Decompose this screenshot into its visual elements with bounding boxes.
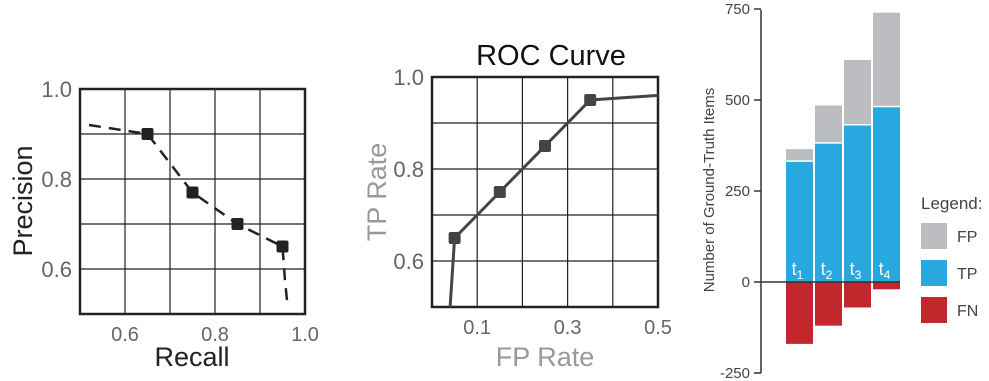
pr-point-marker	[141, 128, 154, 140]
bar-y-axis-label: Number of Ground-Truth Items	[701, 88, 718, 293]
pr-y-tick-label: 1.0	[41, 77, 72, 102]
bar-category-labels: t1 t2 t3 t4	[792, 259, 891, 282]
bar-fn-segment	[786, 282, 813, 344]
pr-curve-line	[88, 123, 289, 301]
bar-category-label: t3	[850, 259, 862, 282]
bar-fp-segment	[873, 12, 900, 106]
pr-x-tick-label: 0.6	[111, 324, 139, 346]
bar-category-label: t2	[821, 259, 833, 282]
bar-y-tick-label: 250	[725, 183, 750, 200]
bar-y-tick-label: 500	[725, 92, 750, 109]
legend-swatch-fn	[921, 297, 947, 323]
bar-fp-segment	[815, 105, 842, 143]
roc-chart-title: ROC Curve	[476, 40, 626, 72]
roc-x-tick-label: 0.5	[644, 317, 672, 339]
roc-x-axis-label: FP Rate	[496, 342, 595, 372]
roc-markers	[448, 94, 597, 244]
pr-markers	[141, 128, 289, 253]
roc-y-tick-label: 1.0	[393, 65, 424, 90]
pr-y-axis-label: Precision	[8, 145, 38, 256]
roc-point-marker	[584, 94, 597, 106]
legend-title: Legend:	[921, 194, 982, 213]
pr-x-tick-label: 0.8	[201, 324, 229, 346]
bar-fp-segment	[844, 59, 871, 124]
bar-y-ticks: -250 0 250 500 750	[720, 1, 761, 381]
roc-curve-line	[448, 93, 659, 308]
legend-label-tp: TP	[957, 266, 977, 283]
roc-point-marker	[493, 186, 506, 198]
legend-label-fp: FP	[957, 229, 977, 246]
bar-y-tick-label: -250	[720, 365, 750, 381]
roc-point-marker	[448, 232, 461, 244]
roc-y-tick-label: 0.8	[393, 157, 424, 182]
pr-x-tick-label: 1.0	[291, 324, 319, 346]
bar-stacks	[786, 12, 900, 344]
legend-label-fn: FN	[957, 303, 978, 320]
legend-swatch-tp	[921, 260, 947, 286]
pr-tick-labels: 0.6 0.8 1.0 0.6 0.8 1.0	[41, 77, 319, 346]
bar-fp-segment	[786, 149, 813, 161]
bar-legend: Legend: FP TP FN	[921, 194, 982, 323]
roc-chart: 0.1 0.3 0.5 0.6 0.8 1.0 ROC Curve FP Rate TP …	[362, 40, 672, 372]
bar-fn-segment	[815, 282, 842, 326]
roc-point-marker	[539, 140, 551, 152]
bar-category-label: t4	[879, 259, 891, 282]
bar-y-tick-label: 0	[742, 274, 750, 291]
bar-category-label: t1	[792, 259, 804, 282]
roc-y-axis-label: TP Rate	[362, 143, 392, 242]
bar-tp-segment	[844, 125, 871, 282]
pr-y-tick-label: 0.6	[41, 257, 72, 282]
ground-truth-bar-chart: -250 0 250 500 750 t1 t2 t3 t4 Number of Ground…	[701, 1, 982, 381]
roc-tick-labels: 0.1 0.3 0.5 0.6 0.8 1.0	[393, 65, 672, 339]
pr-y-tick-label: 0.8	[41, 167, 72, 192]
pr-point-marker	[276, 240, 289, 253]
bar-tp-segment	[786, 161, 813, 282]
pr-x-axis-label: Recall	[154, 342, 229, 372]
legend-swatch-fp	[921, 223, 947, 249]
precision-recall-chart: 0.6 0.8 1.0 0.6 0.8 1.0 Recall Precision	[8, 77, 319, 372]
roc-x-tick-label: 0.3	[554, 317, 582, 339]
pr-point-marker	[231, 218, 244, 230]
bar-tp-segment	[815, 143, 842, 282]
roc-plot-frame	[430, 75, 660, 309]
roc-y-tick-label: 0.6	[393, 249, 424, 274]
pr-grid	[80, 89, 305, 314]
bar-tp-segment	[873, 107, 900, 282]
bar-fn-segment	[844, 282, 871, 308]
pr-point-marker	[186, 186, 199, 199]
roc-grid	[432, 77, 658, 307]
pr-plot-frame	[78, 87, 307, 316]
bar-fn-segment	[873, 282, 900, 290]
roc-x-tick-label: 0.1	[463, 317, 491, 339]
bar-y-tick-label: 750	[725, 1, 750, 18]
